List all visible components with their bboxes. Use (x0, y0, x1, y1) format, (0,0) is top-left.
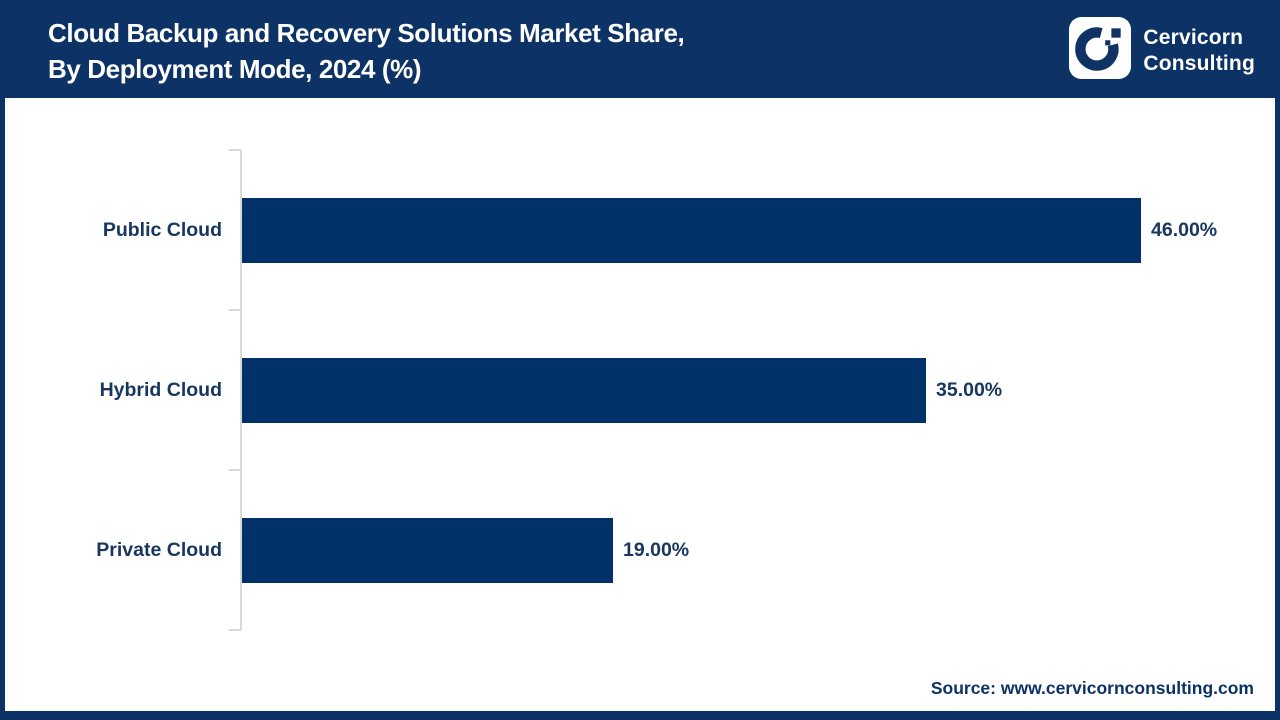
bar-row: Hybrid Cloud 35.00% (0, 310, 1280, 470)
title-line-1: Cloud Backup and Recovery Solutions Mark… (48, 18, 685, 48)
axis-tick (229, 149, 241, 151)
bar-public-cloud (242, 197, 1141, 263)
title-line-2: By Deployment Mode, 2024 (%) (48, 54, 422, 84)
category-label: Private Cloud (96, 538, 222, 561)
category-axis-line (240, 150, 242, 630)
category-label: Hybrid Cloud (99, 378, 222, 401)
brand-name-line-2: Consulting (1143, 51, 1255, 75)
frame-border-right (1275, 98, 1280, 720)
cervicorn-c-logo-icon (1069, 17, 1132, 84)
value-label: 19.00% (623, 538, 690, 561)
brand-logo: Cervicorn Consulting (1069, 17, 1255, 84)
brand-name: Cervicorn Consulting (1143, 25, 1255, 77)
frame-border-left (0, 98, 5, 720)
category-label: Public Cloud (102, 218, 222, 241)
value-label: 35.00% (936, 378, 1003, 401)
value-label: 46.00% (1151, 218, 1218, 241)
bar-chart: Public Cloud 46.00% Hybrid Cloud 35.00% Priv… (0, 98, 1280, 711)
brand-name-line-1: Cervicorn (1143, 25, 1244, 49)
axis-tick (229, 309, 241, 311)
bar-row: Private Cloud 19.00% (0, 470, 1280, 630)
header-band: Cloud Backup and Recovery Solutions Mark… (0, 0, 1280, 98)
axis-tick (229, 469, 241, 471)
bar-hybrid-cloud (242, 357, 926, 423)
bar-private-cloud (242, 517, 613, 583)
bar-row: Public Cloud 46.00% (0, 150, 1280, 310)
frame-border-bottom (0, 711, 1280, 720)
page-title: Cloud Backup and Recovery Solutions Mark… (48, 15, 685, 87)
source-text: Source: www.cervicornconsulting.com (930, 678, 1254, 698)
axis-tick (229, 629, 241, 631)
